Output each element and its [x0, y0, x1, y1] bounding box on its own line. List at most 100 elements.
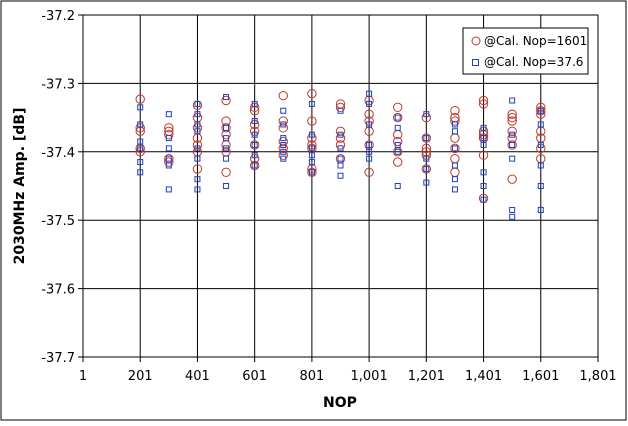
- data-point-square: [223, 124, 230, 131]
- data-point-square: [137, 159, 144, 166]
- data-point-circle: [164, 157, 174, 167]
- x-tick-label: 1,201: [408, 369, 445, 384]
- data-point-square: [537, 162, 544, 169]
- data-point-square: [509, 97, 516, 104]
- data-point-circle: [421, 150, 432, 160]
- legend-square-icon: [472, 59, 479, 66]
- data-point-square: [308, 100, 315, 107]
- data-point-square: [423, 111, 430, 118]
- data-point-square: [223, 183, 230, 189]
- data-point-circle: [307, 116, 317, 126]
- data-point-circle: [335, 126, 346, 136]
- data-point-square: [165, 145, 172, 152]
- data-point-square: [308, 131, 315, 138]
- data-point-circle: [364, 116, 374, 126]
- series-circle: [135, 88, 546, 204]
- data-point-circle: [421, 133, 432, 143]
- data-point-square: [223, 145, 230, 152]
- data-point-circle: [478, 95, 489, 106]
- data-point-square: [194, 155, 201, 162]
- data-point-circle: [221, 167, 231, 178]
- data-point-square: [366, 100, 373, 107]
- data-point-square: [337, 107, 344, 114]
- x-tick-labels: 1 201 401 601 801 1,001 1,201 1,401 1,601 1,801: [79, 369, 617, 384]
- data-point-circle: [278, 123, 288, 133]
- data-point-square: [337, 172, 344, 179]
- data-point-square: [423, 165, 430, 172]
- data-point-square: [308, 169, 315, 176]
- data-point-circle: [450, 106, 460, 116]
- data-point-square: [165, 186, 172, 193]
- data-point-square: [308, 152, 315, 159]
- data-point-square: [537, 107, 544, 114]
- data-point-circle: [135, 123, 145, 133]
- x-tick-label: 601: [242, 369, 267, 384]
- data-point-circle: [249, 160, 260, 171]
- data-point-square: [394, 148, 401, 155]
- data-point-square: [280, 155, 287, 162]
- data-point-square: [280, 141, 287, 148]
- data-point-square: [251, 141, 258, 148]
- data-point-square: [251, 118, 258, 125]
- data-point-circle: [307, 88, 317, 99]
- data-point-square: [251, 162, 258, 169]
- data-point-circle: [421, 164, 432, 174]
- data-point-circle: [335, 140, 346, 150]
- data-point-square: [509, 141, 516, 148]
- data-point-square: [366, 90, 373, 97]
- data-point-circle: [421, 112, 432, 123]
- y-tick-label: -37.4: [41, 146, 75, 161]
- data-point-square: [337, 131, 344, 138]
- x-tick-label: 1,801: [579, 369, 616, 384]
- x-tick-label: 1,601: [522, 369, 559, 384]
- data-point-circle: [307, 167, 317, 178]
- data-point-square: [366, 148, 373, 155]
- data-point-circle: [249, 119, 260, 130]
- y-tick-label: -37.7: [41, 351, 75, 366]
- data-point-square: [280, 148, 287, 155]
- data-point-square: [509, 206, 516, 213]
- data-point-circle: [393, 157, 403, 167]
- plot-area-border: [82, 14, 599, 358]
- data-point-circle: [507, 126, 517, 136]
- data-point-circle: [135, 94, 145, 104]
- x-tick-label: 1: [79, 369, 87, 384]
- data-point-circle: [278, 143, 288, 154]
- data-point-square: [480, 124, 487, 131]
- data-point-circle: [278, 91, 288, 101]
- data-point-square: [308, 159, 315, 166]
- data-point-square: [480, 196, 487, 203]
- data-point-square: [509, 213, 516, 220]
- data-point-circle: [478, 99, 489, 109]
- y-tick-label: -37.6: [41, 283, 75, 298]
- y-tick-label: -37.5: [41, 214, 75, 229]
- data-point-square: [137, 145, 144, 152]
- data-point-circle: [507, 116, 517, 126]
- data-point-circle: [249, 102, 260, 113]
- data-point-square: [251, 131, 258, 138]
- x-tick-label: 201: [128, 369, 153, 384]
- data-point-square: [308, 145, 315, 152]
- data-point-square: [194, 186, 201, 193]
- y-tick-label: -37.3: [41, 77, 75, 92]
- data-point-circle: [507, 174, 517, 184]
- x-axis-title: NOP: [323, 395, 357, 411]
- data-point-square: [194, 100, 201, 107]
- data-point-square: [394, 124, 401, 131]
- data-point-circle: [507, 112, 517, 123]
- data-point-square: [280, 135, 287, 142]
- data-point-square: [223, 155, 230, 162]
- data-point-circle: [536, 143, 546, 154]
- data-point-square: [194, 121, 201, 128]
- data-point-square: [451, 128, 458, 135]
- x-tick-label: 801: [299, 369, 324, 384]
- data-point-square: [137, 104, 144, 111]
- data-point-circle: [307, 133, 317, 143]
- y-tick-labels: -37.2 -37.3 -37.4 -37.5 -37.6 -37.7: [41, 9, 75, 366]
- data-point-circle: [164, 130, 174, 140]
- data-point-square: [165, 111, 172, 118]
- data-point-circle: [135, 147, 145, 157]
- data-point-circle: [192, 140, 203, 150]
- data-point-square: [223, 94, 230, 101]
